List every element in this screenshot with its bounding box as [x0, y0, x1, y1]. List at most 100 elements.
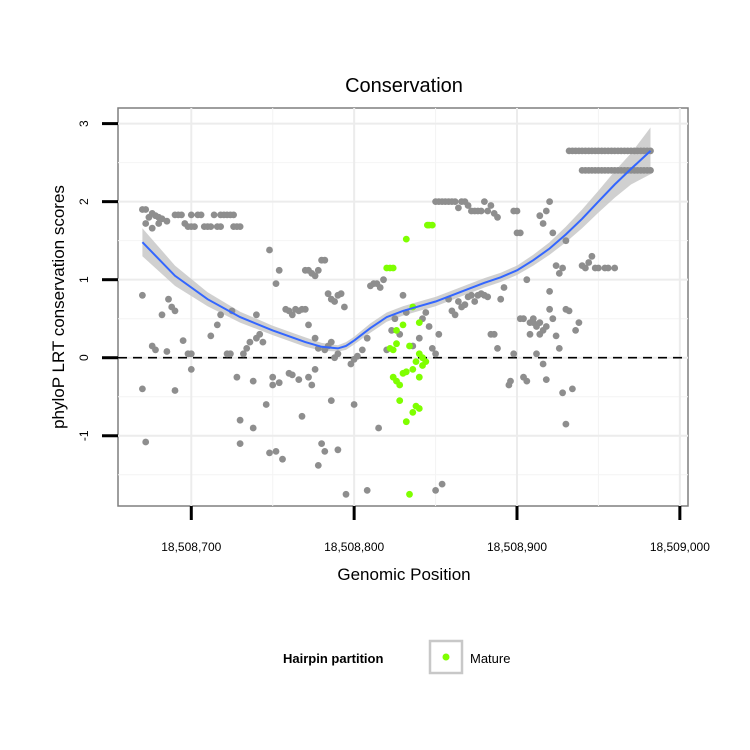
data-point — [275, 266, 283, 274]
data-point — [647, 167, 654, 174]
data-point — [327, 397, 335, 404]
data-point — [334, 350, 342, 358]
data-point — [236, 416, 244, 424]
data-point — [542, 323, 550, 330]
data-point — [163, 348, 171, 355]
data-point — [314, 266, 322, 274]
data-point — [376, 284, 384, 291]
data-point — [559, 264, 566, 272]
x-tick-label: 18,509,000 — [650, 540, 710, 554]
data-point — [555, 270, 563, 277]
data-point — [438, 480, 446, 488]
data-point — [425, 323, 433, 330]
data-point — [217, 311, 225, 319]
data-point — [464, 202, 472, 209]
data-point — [471, 298, 479, 305]
data-point — [327, 338, 335, 346]
data-point — [139, 385, 146, 393]
data-point — [536, 319, 544, 326]
data-point — [210, 211, 218, 219]
data-point — [490, 330, 498, 338]
data-point-mature — [389, 346, 397, 354]
data-point — [269, 373, 277, 381]
chart-title: Conservation — [345, 75, 463, 97]
data-point — [233, 373, 241, 381]
data-point — [380, 276, 387, 284]
data-point — [295, 376, 303, 383]
data-point — [142, 438, 150, 446]
data-point-mature — [402, 368, 410, 376]
data-point — [477, 207, 485, 215]
data-point — [542, 376, 550, 383]
data-point — [253, 311, 260, 319]
data-point — [288, 371, 296, 379]
data-point — [536, 212, 544, 220]
data-point — [455, 298, 462, 305]
data-point — [536, 330, 544, 338]
y-tick-label: -1 — [77, 430, 91, 441]
data-point — [484, 293, 492, 301]
data-point — [363, 487, 371, 494]
data-point — [171, 307, 179, 315]
data-point — [275, 379, 283, 387]
data-point — [533, 350, 540, 358]
data-point — [428, 345, 436, 352]
data-point — [341, 303, 348, 311]
data-point — [487, 202, 495, 209]
data-point — [311, 366, 319, 373]
data-point — [582, 264, 589, 272]
data-point — [191, 223, 198, 231]
data-point — [178, 211, 185, 219]
data-point — [207, 332, 215, 340]
data-point — [259, 338, 267, 346]
data-point — [595, 264, 602, 272]
data-point — [331, 298, 338, 305]
data-point — [516, 315, 524, 323]
data-point — [262, 401, 270, 408]
data-point — [546, 198, 553, 206]
data-point — [432, 350, 439, 358]
data-point — [549, 315, 557, 323]
data-point — [246, 338, 254, 346]
data-point — [375, 424, 382, 432]
data-point — [311, 334, 319, 342]
data-point — [500, 284, 508, 291]
axes: 18,508,700 18,508,800 18,508,900 18,509,000… — [77, 120, 710, 554]
data-point — [510, 350, 518, 358]
data-point-mature — [409, 409, 417, 416]
data-point — [507, 377, 514, 385]
data-point — [388, 327, 395, 334]
data-point — [187, 366, 195, 373]
data-point — [148, 224, 156, 232]
y-tick-label: 0 — [77, 354, 91, 361]
data-point — [266, 246, 273, 254]
data-point — [236, 440, 244, 447]
data-point — [546, 305, 553, 313]
data-point-mature — [415, 405, 423, 412]
data-point — [526, 330, 534, 338]
smooth-fit-line — [141, 150, 652, 350]
data-point — [298, 412, 306, 420]
data-point — [342, 490, 350, 498]
data-point — [539, 360, 547, 368]
data-point — [158, 311, 166, 319]
data-point — [318, 440, 325, 447]
data-point — [569, 385, 576, 393]
data-point — [432, 487, 439, 494]
data-point — [152, 346, 159, 354]
data-point — [565, 307, 573, 315]
data-point — [266, 449, 273, 457]
data-point — [481, 198, 488, 206]
data-point — [269, 381, 277, 389]
data-point — [497, 295, 505, 303]
data-point-mature — [409, 366, 417, 373]
data-point-mature — [428, 221, 436, 229]
data-point — [272, 448, 280, 455]
x-axis-title: Genomic Position — [337, 565, 470, 584]
data-point — [301, 305, 309, 313]
data-point-mature — [406, 490, 413, 498]
data-point-mature — [389, 264, 397, 272]
data-point — [334, 446, 342, 454]
data-point — [217, 223, 225, 231]
